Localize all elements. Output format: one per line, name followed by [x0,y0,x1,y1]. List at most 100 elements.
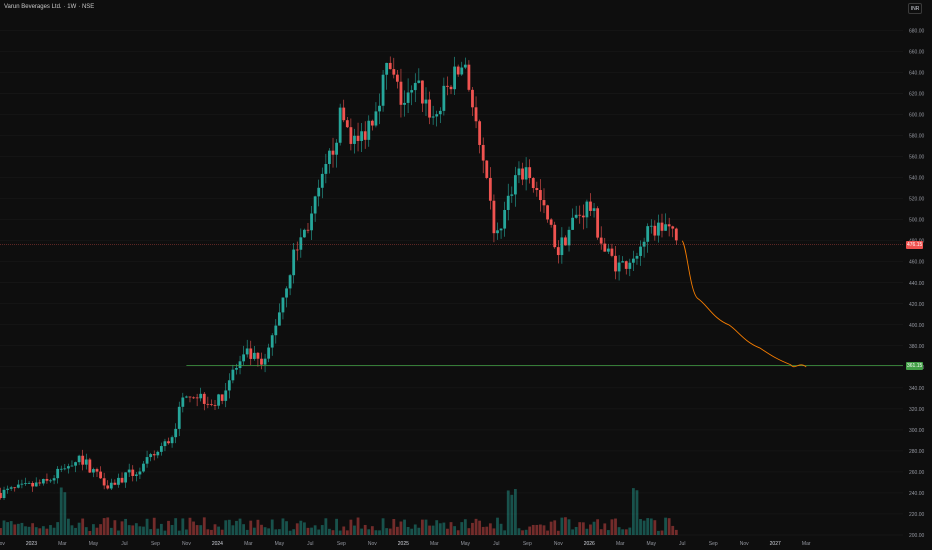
volume-bar [603,523,607,535]
volume-bar [385,528,389,535]
candle-body [52,478,56,481]
volume-bar [84,527,88,535]
volume-bar [624,529,628,535]
candle-body [6,488,10,490]
x-tick-label: Mar [616,541,625,547]
candle-body [41,478,45,484]
candle-body [9,487,13,489]
volume-bar [174,518,178,535]
candle-body [592,208,596,211]
volume-bar [517,528,521,535]
candle-body [428,99,431,118]
interval-label[interactable]: 1W [67,4,77,10]
candle-body [449,86,453,90]
candle-body [438,110,442,115]
volume-bar [220,529,224,535]
candle-body [578,214,582,216]
volume-bar [52,527,56,535]
candle-body [199,393,203,399]
x-tick-label: Nov [182,541,191,547]
y-tick-label: 620.00 [909,92,925,98]
candle-body [277,312,281,326]
volume-bar [24,526,27,535]
volume-bar [245,529,249,535]
candle-body [138,471,142,475]
candle-body [542,200,546,206]
candle-body [24,483,27,484]
volume-bar [342,526,346,535]
volume-bar [13,524,17,535]
candle-body [310,213,313,231]
volume-bar [0,528,2,535]
candle-body [471,89,474,108]
volume-bar [81,518,85,535]
volume-bar [227,519,231,535]
volume-bar [31,523,35,535]
volume-bar [388,528,392,535]
volume-bar [496,517,499,535]
y-tick-label: 560.00 [909,155,925,161]
volume-bar [217,526,220,535]
volume-bar [292,529,296,535]
currency-button[interactable]: INR [908,3,922,14]
candle-body [285,288,288,298]
volume-bar [381,518,385,535]
x-tick-label: May [275,541,285,547]
candle-body [134,474,138,476]
volume-bar [585,528,589,535]
volume-bar [485,526,489,535]
candle-body [406,92,410,103]
volume-bar [295,523,299,535]
volume-bar [267,528,271,535]
candle-body [270,335,274,348]
volume-bar [238,518,242,535]
x-tick-label: May [461,541,471,547]
candle-body [131,469,135,476]
volume-bar [159,523,163,535]
x-tick-label: May [89,541,99,547]
candle-body [331,150,335,155]
candle-body [635,255,639,259]
x-tick-label: Jul [121,541,127,547]
current-price-tag: 476.15 [906,240,924,249]
y-tick-label: 520.00 [909,197,925,203]
y-tick-label: 640.00 [909,71,925,77]
y-tick-label: 460.00 [909,260,925,266]
volume-bar [163,530,167,535]
volume-bar [660,530,664,535]
candle-body [528,167,532,179]
volume-bar [142,526,145,535]
volume-bar [671,525,675,535]
volume-bar [674,529,678,535]
volume-bar [571,529,574,535]
volume-bar [74,527,77,535]
candle-body [74,462,77,466]
volume-bar [249,520,253,535]
volume-bar [145,518,149,535]
volume-bar [471,522,474,535]
volume-bar [378,530,381,535]
candle-body [553,224,557,248]
candle-body [646,226,650,242]
candle-body [460,67,464,75]
y-tick-label: 540.00 [909,176,925,182]
candle-body [639,246,642,256]
x-tick-label: 2024 [212,541,223,547]
x-tick-label: Nov [740,541,749,547]
volume-bar [328,528,331,535]
candle-body [88,459,92,473]
volume-bar [546,530,549,535]
candle-body [556,247,560,256]
volume-bar [288,530,292,535]
candle-body [614,255,617,272]
candle-body [488,177,492,201]
candle-body [249,348,253,359]
x-tick-label: Jul [679,541,685,547]
volume-bar [610,519,614,535]
y-tick-label: 280.00 [909,449,925,455]
candle-body [496,230,499,234]
volume-bar [589,524,592,535]
candle-body [77,455,81,463]
candle-body [603,243,607,252]
